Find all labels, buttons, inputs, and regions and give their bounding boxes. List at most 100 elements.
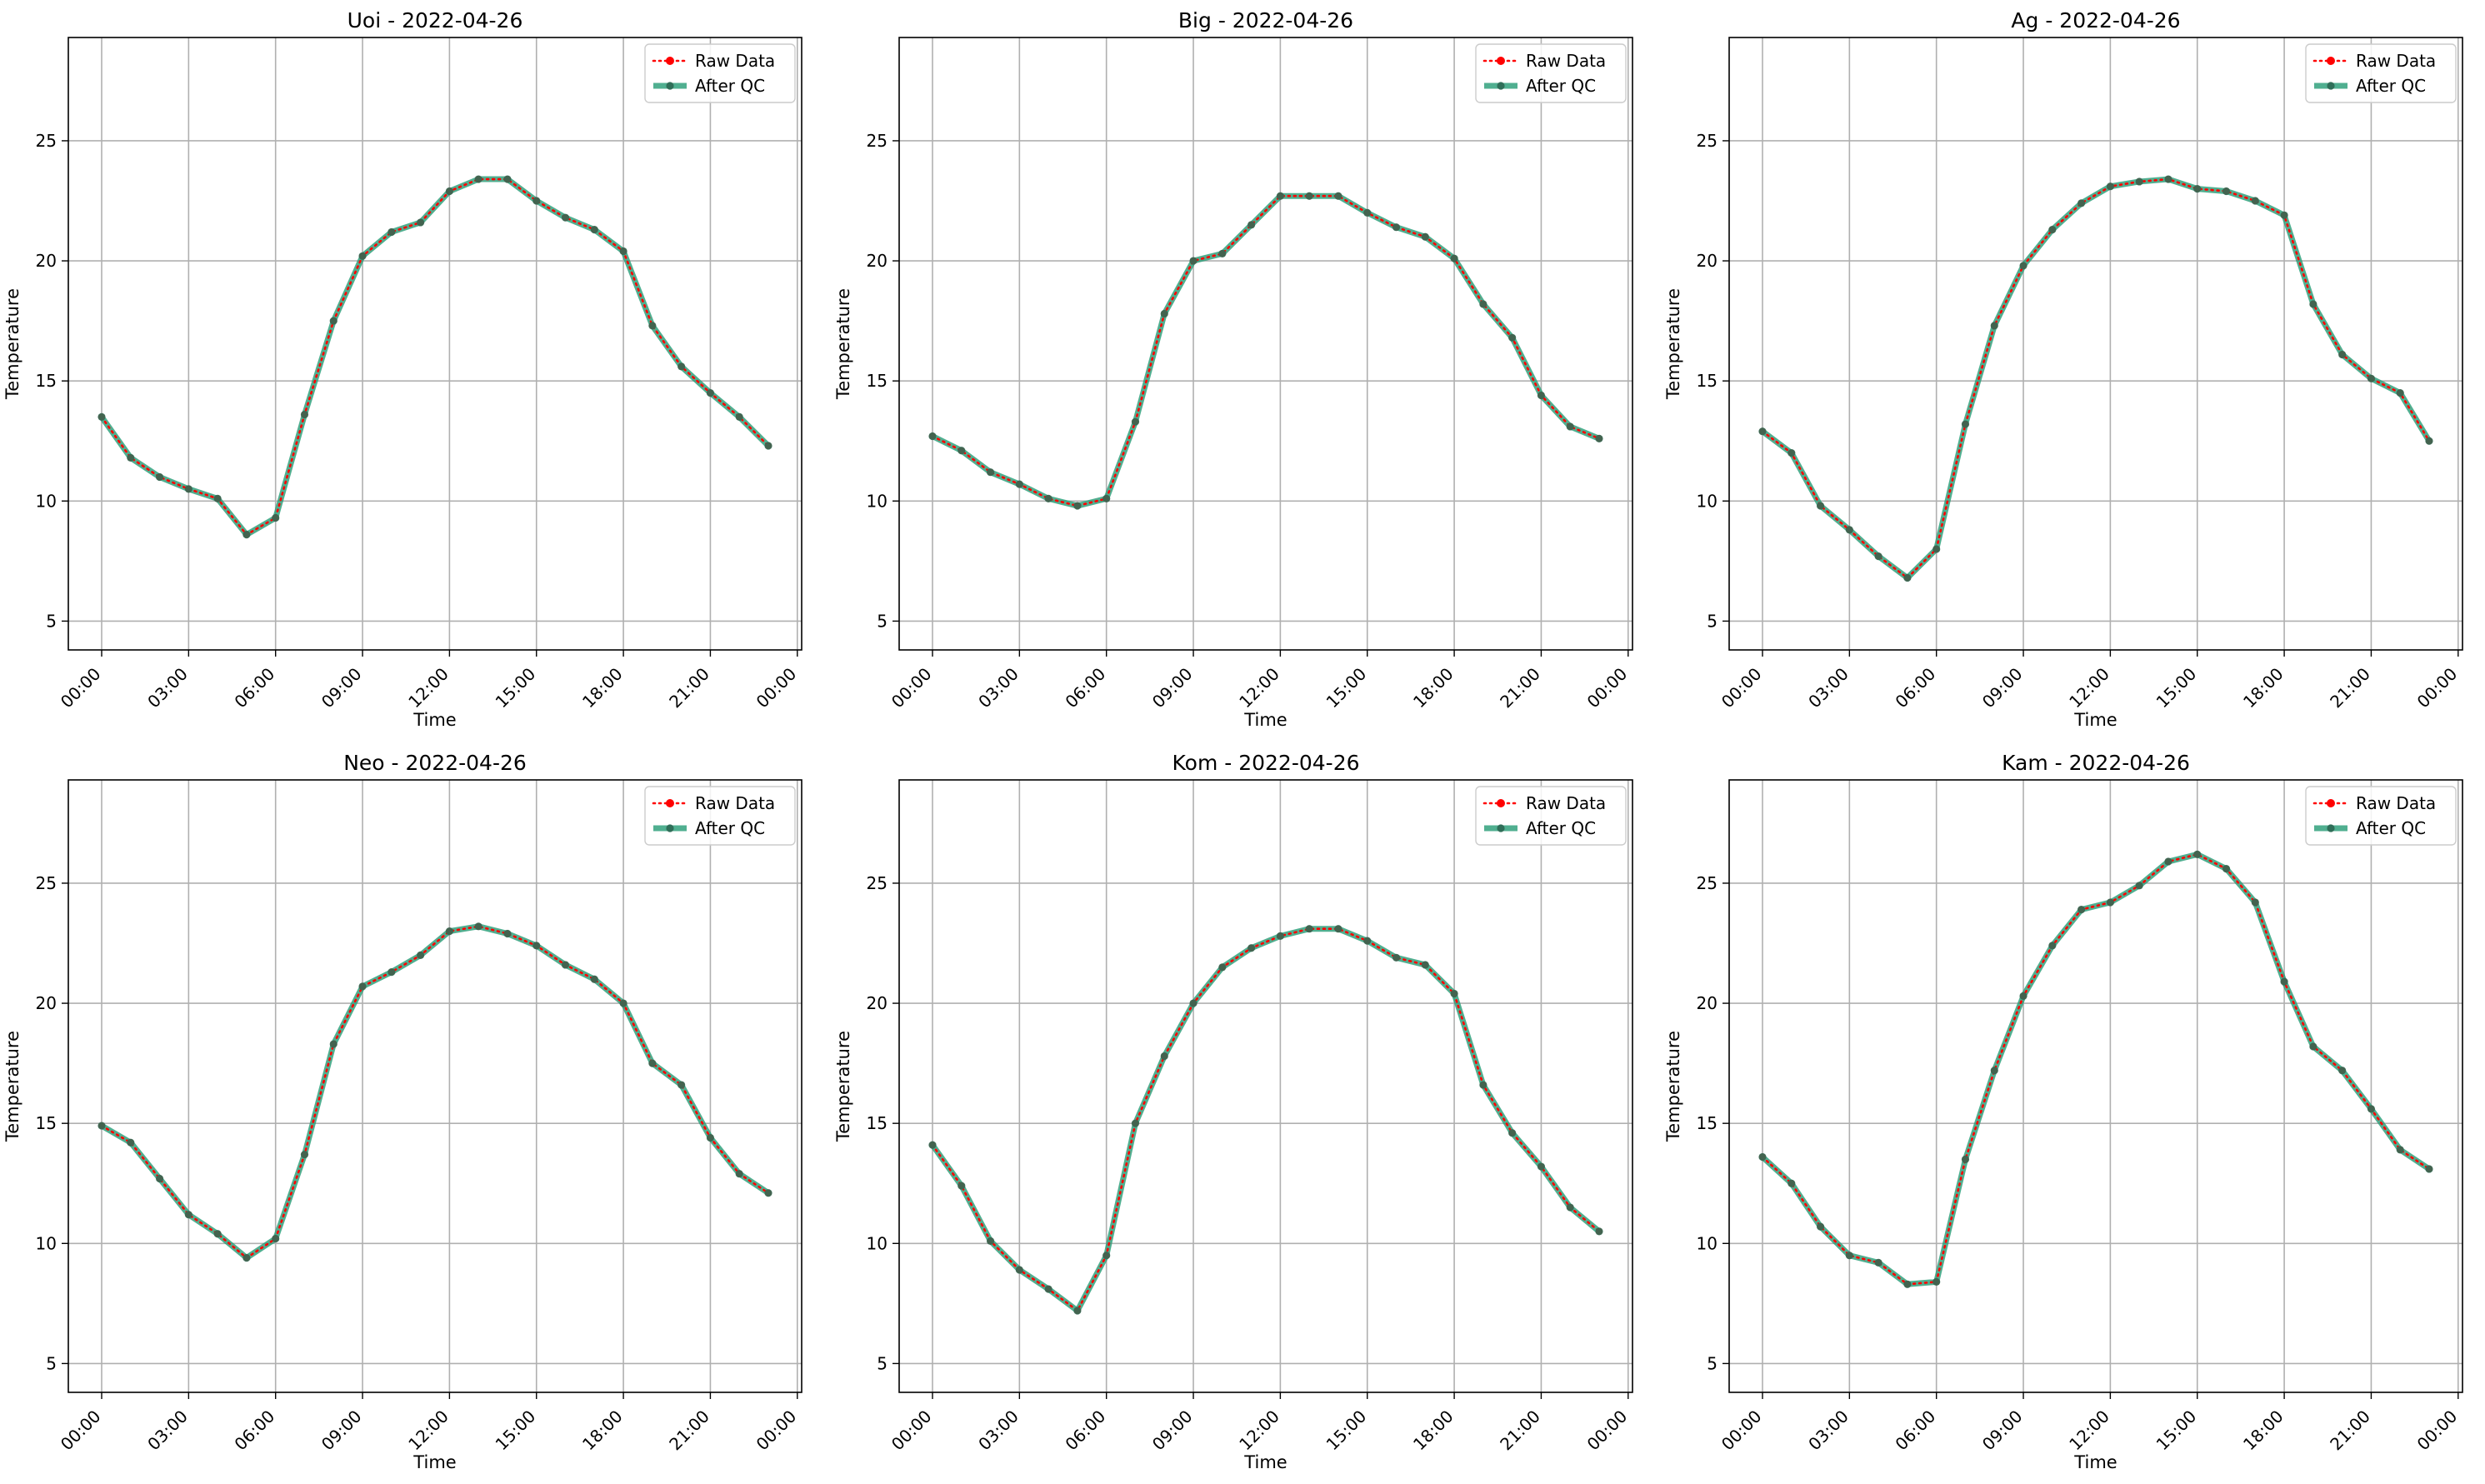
data-point-after-qc	[590, 225, 598, 234]
data-point-after-qc	[2280, 211, 2288, 219]
data-point-after-qc	[358, 982, 367, 991]
legend-label-after-qc: After QC	[1526, 818, 1596, 838]
data-point-after-qc	[1363, 208, 1372, 217]
data-point-after-qc	[2396, 1146, 2404, 1154]
axes-frame	[68, 37, 802, 651]
chart-title: Kom - 2022-04-26	[1172, 751, 1360, 775]
data-point-after-qc	[2367, 1105, 2376, 1113]
data-point-after-qc	[242, 531, 251, 539]
chart-title: Big - 2022-04-26	[1178, 8, 1353, 32]
data-point-after-qc	[2251, 197, 2259, 205]
data-point-after-qc	[1421, 961, 1429, 969]
data-point-after-qc	[590, 975, 598, 983]
data-point-after-qc	[1961, 420, 1970, 428]
data-point-after-qc	[329, 317, 338, 325]
axes-frame	[1728, 37, 2463, 651]
x-tick-label: 00:00	[888, 664, 936, 712]
x-tick-label: 09:00	[318, 1407, 366, 1455]
data-point-after-qc	[2078, 199, 2086, 207]
data-point-after-qc	[735, 1170, 743, 1178]
plot-area	[68, 780, 802, 1392]
y-tick-label: 15	[1697, 1113, 1718, 1133]
data-point-after-qc	[706, 388, 715, 397]
x-tick-label: 03:00	[974, 664, 1022, 712]
data-point-after-qc	[1392, 223, 1401, 232]
data-point-after-qc	[1990, 1067, 1998, 1075]
data-point-after-qc	[1248, 944, 1256, 952]
legend: Raw Data After QC	[644, 43, 796, 103]
data-point-after-qc	[1903, 573, 1912, 582]
axes-frame	[68, 779, 802, 1393]
data-point-after-qc	[706, 1133, 715, 1142]
x-tick-label: 18:00	[578, 1407, 627, 1455]
data-point-after-qc	[445, 927, 453, 936]
data-point-after-qc	[1305, 192, 1313, 200]
data-point-after-qc	[1392, 953, 1401, 962]
x-tick-label: 15:00	[492, 664, 540, 712]
data-point-after-qc	[98, 412, 106, 422]
data-point-after-qc	[155, 472, 164, 482]
plot-area	[899, 37, 1632, 650]
plot-area	[899, 780, 1632, 1392]
x-tick-label: 12:00	[2065, 1407, 2113, 1455]
data-point-after-qc	[2135, 882, 2143, 890]
data-point-after-qc	[2193, 850, 2202, 858]
x-tick-label: 00:00	[57, 1407, 105, 1455]
x-tick-label: 21:00	[2326, 664, 2374, 712]
data-point-after-qc	[1450, 989, 1458, 998]
series-line-raw-data	[1761, 177, 2431, 580]
chart-title: Neo - 2022-04-26	[343, 751, 527, 775]
x-tick-label: 18:00	[578, 664, 627, 712]
y-tick-label: 25	[1697, 873, 1718, 893]
data-point-after-qc	[155, 1174, 164, 1183]
x-tick-label: 00:00	[1718, 1407, 1766, 1455]
x-tick-label: 00:00	[1583, 664, 1632, 712]
x-tick-label: 03:00	[1804, 664, 1852, 712]
y-tick-label: 20	[36, 993, 57, 1013]
y-tick-label: 15	[867, 371, 888, 391]
data-point-after-qc	[2193, 184, 2202, 193]
y-tick-label: 20	[867, 251, 888, 271]
data-point-after-qc	[1508, 1129, 1517, 1137]
data-point-after-qc	[329, 1040, 338, 1048]
x-tick-label: 09:00	[1978, 1407, 2027, 1455]
data-point-after-qc	[1845, 1252, 1853, 1260]
data-point-after-qc	[1160, 309, 1168, 318]
legend: Raw Data After QC	[2305, 786, 2457, 846]
x-tick-label: 12:00	[1235, 1407, 1283, 1455]
plot-area	[68, 37, 802, 650]
x-axis-label: Time	[2073, 1452, 2117, 1472]
data-point-after-qc	[764, 1189, 772, 1197]
data-point-after-qc	[958, 447, 966, 455]
data-point-after-qc	[445, 187, 453, 196]
y-tick-label: 25	[1697, 131, 1718, 151]
data-point-after-qc	[213, 494, 222, 503]
legend-marker-after-qc	[1497, 82, 1505, 90]
x-tick-label: 06:00	[1892, 1407, 1940, 1455]
data-point-after-qc	[1131, 1119, 1140, 1127]
data-point-after-qc	[1334, 192, 1342, 200]
y-tick-label: 15	[1697, 371, 1718, 391]
data-point-after-qc	[1479, 300, 1488, 308]
data-point-after-qc	[1990, 322, 1998, 330]
data-point-after-qc	[532, 942, 541, 950]
data-point-after-qc	[300, 410, 309, 419]
y-tick-label: 10	[36, 1233, 57, 1253]
chart-panel-3: 00:00 03:00 06:00 09:00 12:00 15:00 18:00 21:00…	[1663, 8, 2463, 730]
data-point-after-qc	[2048, 225, 2057, 234]
y-tick-label: 10	[867, 1233, 888, 1253]
y-tick-label: 10	[1697, 491, 1718, 511]
data-point-after-qc	[2280, 977, 2288, 986]
data-point-after-qc	[213, 1230, 222, 1238]
data-point-after-qc	[986, 468, 995, 477]
data-point-after-qc	[388, 227, 396, 237]
legend-marker-raw-data	[1497, 799, 1505, 807]
legend-label-after-qc: After QC	[695, 76, 765, 96]
data-point-after-qc	[1874, 552, 1882, 561]
data-point-after-qc	[1845, 526, 1853, 534]
data-point-after-qc	[184, 1211, 192, 1219]
data-point-after-qc	[2164, 175, 2172, 183]
data-point-after-qc	[1537, 391, 1546, 400]
legend-marker-after-qc	[2327, 824, 2335, 832]
